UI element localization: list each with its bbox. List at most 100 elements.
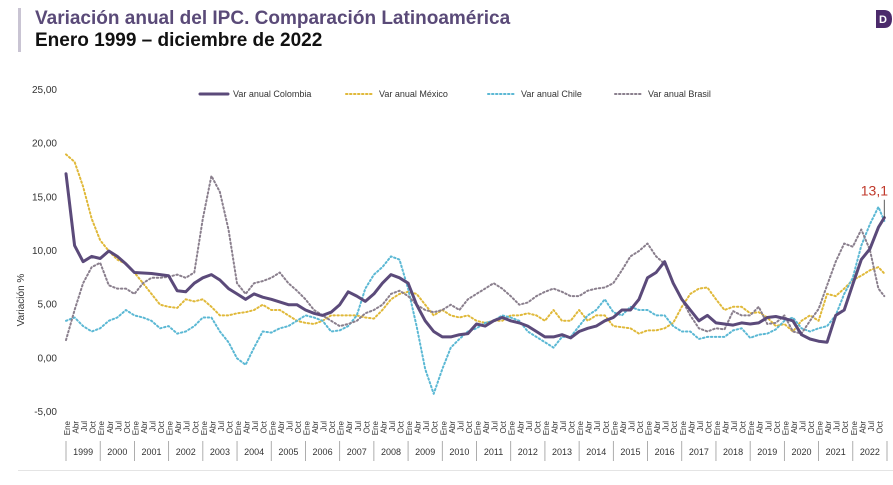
x-month-tick-label: Oct xyxy=(499,420,508,433)
x-month-tick-label: Abr xyxy=(824,421,833,434)
x-month-tick-label: Jul xyxy=(696,421,705,431)
x-month-tick-label: Ene xyxy=(713,420,722,435)
bottom-divider xyxy=(18,470,893,471)
x-month-tick-label: Ene xyxy=(850,420,859,435)
x-month-tick-label: Jul xyxy=(867,421,876,431)
x-month-tick-label: Ene xyxy=(200,420,209,435)
x-month-tick-label: Jul xyxy=(217,421,226,431)
x-year-label: 2021 xyxy=(826,447,846,457)
x-month-tick-label: Ene xyxy=(439,420,448,435)
x-month-tick-label: Oct xyxy=(431,420,440,433)
x-month-tick-label: Jul xyxy=(833,421,842,431)
legend-label: Var anual Chile xyxy=(521,89,582,99)
x-year-label: 2017 xyxy=(689,447,709,457)
x-month-tick-label: Ene xyxy=(747,420,756,435)
x-month-tick-label: Oct xyxy=(362,420,371,433)
series-line-var-anual-m-xico xyxy=(65,153,886,335)
x-year-label: 2001 xyxy=(142,447,162,457)
x-year-label: 2014 xyxy=(586,447,606,457)
x-month-tick-label: Abr xyxy=(208,421,217,434)
x-month-tick-label: Jul xyxy=(491,421,500,431)
last-value-label: 13,1 xyxy=(861,183,888,199)
x-month-tick-label: Ene xyxy=(816,420,825,435)
x-month-tick-label: Abr xyxy=(277,421,286,434)
x-year-label: 2020 xyxy=(791,447,811,457)
x-month-tick-label: Abr xyxy=(140,421,149,434)
x-month-tick-label: Oct xyxy=(328,420,337,433)
x-month-tick-label: Abr xyxy=(379,421,388,434)
x-month-tick-label: Oct xyxy=(636,420,645,433)
x-month-tick-label: Abr xyxy=(311,421,320,434)
legend-label: Var anual México xyxy=(379,89,448,99)
y-tick-label: -5,00 xyxy=(34,407,57,418)
x-month-tick-label: Ene xyxy=(371,420,380,435)
x-month-tick-label: Abr xyxy=(174,421,183,434)
x-month-tick-label: Abr xyxy=(687,421,696,434)
y-tick-label: 15,00 xyxy=(32,192,57,203)
x-year-label: 2010 xyxy=(449,447,469,457)
x-year-label: 2016 xyxy=(655,447,675,457)
brand-logo: D xyxy=(876,10,892,28)
x-month-tick-label: Jul xyxy=(114,421,123,431)
x-month-tick-label: Jul xyxy=(285,421,294,431)
x-year-label: 2019 xyxy=(757,447,777,457)
x-month-tick-label: Abr xyxy=(72,421,81,434)
brand-logo-shape xyxy=(876,10,892,28)
x-month-tick-label: Ene xyxy=(508,420,517,435)
x-month-tick-label: Jul xyxy=(764,421,773,431)
x-month-tick-label: Oct xyxy=(602,420,611,433)
x-month-tick-label: Jul xyxy=(456,421,465,431)
y-axis: -5,00 0,00 5,00 10,00 15,00 20,00 25,00 xyxy=(32,85,57,418)
x-year-label: 2013 xyxy=(552,447,572,457)
x-month-tick-label: Abr xyxy=(585,421,594,434)
x-month-tick-label: Oct xyxy=(773,420,782,433)
x-year-label: 2009 xyxy=(415,447,435,457)
x-month-tick-label: Oct xyxy=(670,420,679,433)
x-year-label: 2007 xyxy=(347,447,367,457)
chart-legend: Var anual Colombia Var anual México Var an… xyxy=(198,89,711,99)
x-month-tick-label: Jul xyxy=(388,421,397,431)
x-month-tick-label: Jul xyxy=(559,421,568,431)
chart-subtitle: Enero 1999 – diciembre de 2022 xyxy=(35,30,323,51)
x-year-label: 2004 xyxy=(244,447,264,457)
last-value-annotation: 13,1 xyxy=(861,183,888,218)
x-month-tick-label: Abr xyxy=(858,421,867,434)
series-lines xyxy=(64,153,886,395)
x-month-tick-label: Jul xyxy=(627,421,636,431)
x-month-tick-label: Oct xyxy=(191,420,200,433)
x-month-tick-label: Jul xyxy=(525,421,534,431)
y-tick-label: 10,00 xyxy=(32,246,57,257)
x-month-tick-label: Ene xyxy=(302,420,311,435)
x-year-label: 2011 xyxy=(484,447,503,457)
x-month-tick-label: Jul xyxy=(183,421,192,431)
x-month-tick-label: Abr xyxy=(619,421,628,434)
x-month-tick-label: Jul xyxy=(798,421,807,431)
x-year-label: 2015 xyxy=(620,447,640,457)
x-year-label: 2002 xyxy=(176,447,196,457)
x-year-label: 2018 xyxy=(723,447,743,457)
x-year-label: 2003 xyxy=(210,447,230,457)
x-month-tick-label: Oct xyxy=(89,420,98,433)
chart-title: Variación anual del IPC. Comparación Lat… xyxy=(35,8,511,29)
x-month-tick-label: Ene xyxy=(474,420,483,435)
x-year-label: 2006 xyxy=(313,447,333,457)
x-month-tick-label: Oct xyxy=(875,420,884,433)
x-month-tick-label: Abr xyxy=(243,421,252,434)
series-line-var-anual-brasil xyxy=(65,174,886,342)
x-month-tick-label: Ene xyxy=(131,420,140,435)
x-month-tick-label: Ene xyxy=(166,420,175,435)
x-month-tick-label: Abr xyxy=(756,421,765,434)
y-tick-label: 25,00 xyxy=(32,85,57,96)
x-month-tick-label: Jul xyxy=(320,421,329,431)
x-month-tick-label: Oct xyxy=(568,420,577,433)
x-month-tick-label: Jul xyxy=(730,421,739,431)
x-year-label: 2008 xyxy=(381,447,401,457)
y-axis-label: Variación % xyxy=(16,274,27,327)
x-month-tick-label: Oct xyxy=(841,420,850,433)
x-month-tick-label: Abr xyxy=(106,421,115,434)
title-block: Variación anual del IPC. Comparación Lat… xyxy=(18,8,510,52)
x-month-tick-label: Oct xyxy=(704,420,713,433)
x-month-tick-label: Jul xyxy=(422,421,431,431)
x-month-tick-label: Oct xyxy=(260,420,269,433)
